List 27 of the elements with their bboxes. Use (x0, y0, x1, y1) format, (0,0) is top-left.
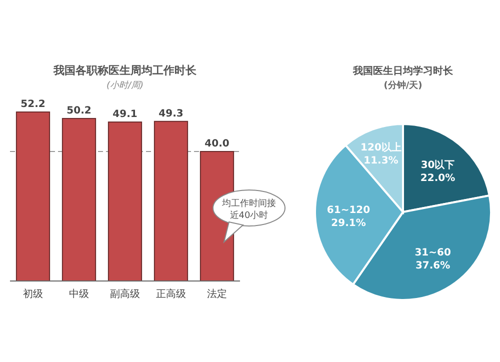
bar (154, 120, 188, 282)
x-tick-label: 副高级 (110, 288, 140, 300)
data-label: 11.3% (364, 156, 398, 167)
slice-label: 30以下 (420, 158, 455, 171)
data-label: 49.1 (112, 109, 138, 120)
chart-title: 我国各职称医生周均工作时长 (52, 64, 198, 77)
annotation: 均工作时间接近40小时 (221, 198, 276, 221)
slice-label: 31~60 (414, 248, 451, 259)
data-label: 52.2 (20, 99, 46, 110)
chart-subtitle: (小时/周) (106, 80, 144, 91)
data-label: 22.0% (420, 172, 456, 184)
x-tick-label: 中级 (69, 288, 89, 300)
chart-title: 我国医生日均学习时长 (352, 65, 454, 77)
chart-subtitle: (分钟/天) (384, 80, 422, 91)
x-tick-label: 初级 (23, 288, 43, 300)
data-label: 37.6% (415, 260, 450, 272)
bar (108, 122, 142, 282)
bar (62, 118, 96, 282)
data-label: 29.1% (331, 218, 366, 229)
bar (16, 112, 50, 282)
data-label: 40.0 (204, 138, 230, 150)
x-tick-label: 法定 (207, 288, 227, 300)
data-label: 49.3 (158, 108, 184, 120)
data-label: 50.2 (66, 105, 92, 116)
slice-label: 120以上 (360, 142, 402, 154)
slice-label: 61~120 (326, 204, 370, 216)
x-tick-label: 正高级 (156, 288, 186, 300)
